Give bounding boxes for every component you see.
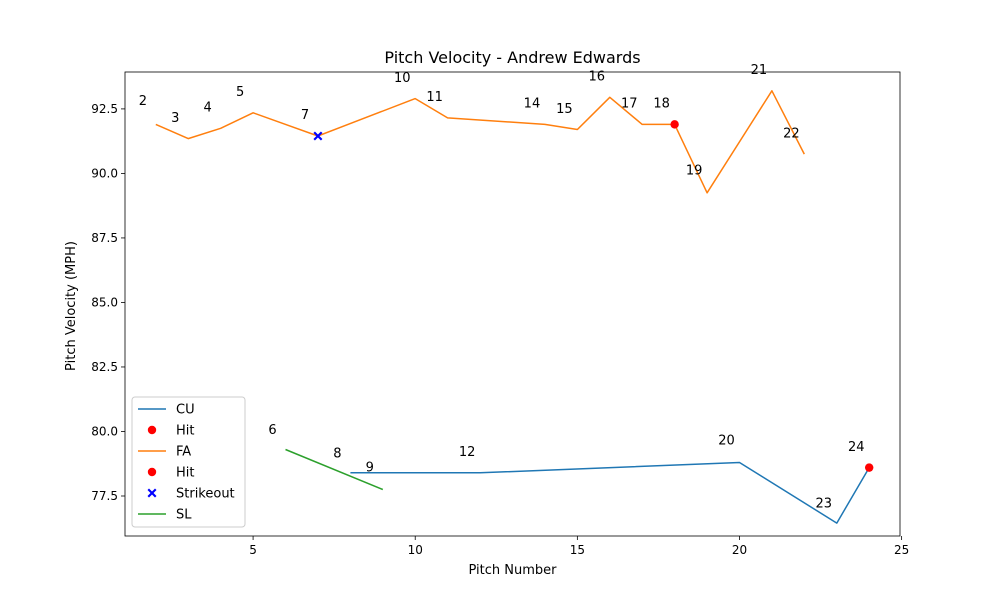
pitch-number-label: 5	[236, 85, 244, 100]
legend-label: Hit	[176, 466, 194, 481]
pitch-number-label: 16	[589, 70, 606, 85]
hit-point	[864, 463, 874, 472]
y-tick-label: 85.0	[91, 295, 118, 309]
pitch-number-label: 10	[394, 71, 411, 86]
pitch-number-label: 4	[204, 100, 212, 115]
x-tick-label: 25	[894, 543, 909, 557]
pitch-number-label: 24	[848, 440, 865, 455]
legend-swatch-x	[147, 488, 157, 498]
series-line-fa	[155, 90, 805, 194]
x-tick-label: 20	[732, 543, 747, 557]
series-line-sl	[285, 448, 384, 491]
legend-box	[131, 396, 246, 528]
y-tick-label: 80.0	[91, 424, 118, 438]
hit-point	[670, 120, 679, 129]
pitch-number-label: 12	[459, 445, 476, 460]
x-tick-label: 15	[570, 543, 585, 557]
chart-title: Pitch Velocity - Andrew Edwards	[384, 48, 640, 67]
legend-label: Hit	[176, 424, 194, 439]
legend-label: SL	[176, 508, 192, 523]
pitch-number-label: 2	[139, 94, 147, 109]
pitch-number-label: 20	[718, 433, 735, 448]
pitch-number-label: 9	[366, 460, 374, 475]
pitch-number-label: 15	[556, 102, 573, 117]
legend-label: FA	[176, 445, 191, 460]
legend-swatch-dot	[147, 425, 157, 435]
y-tick-label: 77.5	[91, 489, 118, 503]
pitch-number-label: 23	[816, 497, 833, 512]
y-tick-label: 87.5	[91, 231, 118, 245]
x-axis-label: Pitch Number	[468, 563, 557, 578]
pitch-number-label: 8	[333, 446, 341, 461]
legend-label: Strikeout	[176, 487, 235, 502]
y-tick-label: 90.0	[91, 166, 118, 180]
plot-frame	[124, 71, 901, 537]
pitch-number-label: 7	[301, 108, 309, 123]
pitch-number-label: 14	[524, 97, 541, 112]
x-tick-label: 5	[249, 543, 257, 557]
pitch-number-label: 21	[751, 63, 768, 78]
y-tick-label: 92.5	[91, 102, 118, 116]
pitch-number-label: 19	[686, 164, 703, 179]
y-tick-label: 82.5	[91, 360, 118, 374]
pitch-number-label: 17	[621, 97, 638, 112]
pitch-number-label: 6	[268, 423, 276, 438]
pitch-number-label: 11	[426, 90, 443, 105]
legend-label: CU	[176, 403, 195, 418]
legend-swatch-dot	[147, 467, 157, 477]
y-axis-label: Pitch Velocity (MPH)	[64, 241, 79, 371]
pitch-number-label: 22	[783, 126, 800, 141]
strikeout-point	[313, 131, 323, 141]
pitch-number-label: 3	[171, 111, 179, 126]
series-line-cu	[350, 461, 870, 524]
x-tick-label: 10	[408, 543, 423, 557]
legend: CU Hit FA Hit Strikeout SL	[131, 396, 246, 528]
pitch-number-label: 18	[653, 97, 670, 112]
